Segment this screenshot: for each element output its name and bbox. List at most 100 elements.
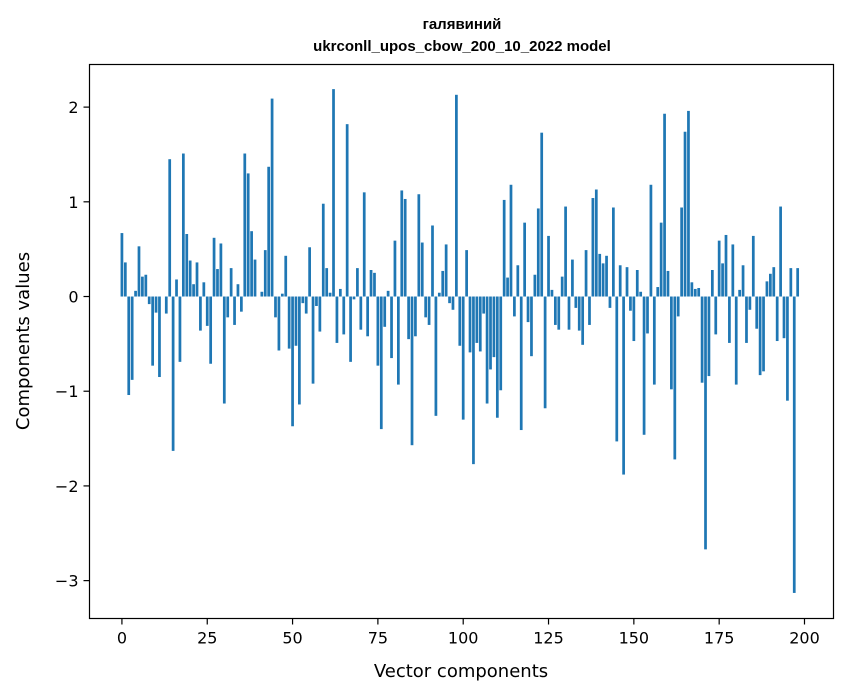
bar-89 [424, 296, 428, 318]
bar-83 [403, 198, 407, 297]
bar-197 [792, 296, 796, 593]
bar-series [120, 89, 800, 593]
y-tick-label: −3 [55, 572, 79, 591]
bar-93 [437, 292, 441, 297]
bar-126 [550, 289, 554, 297]
bar-73 [369, 270, 373, 297]
bar-96 [448, 296, 451, 304]
bar-82 [400, 190, 404, 297]
bar-104 [475, 296, 479, 343]
y-tick-label: −2 [55, 477, 79, 496]
bar-25 [205, 296, 209, 326]
bar-23 [199, 296, 202, 331]
bar-198 [796, 268, 800, 297]
bar-151 [635, 270, 639, 297]
bar-158 [659, 222, 663, 297]
chart-title: галявиний [423, 16, 502, 33]
bar-38 [250, 231, 253, 297]
bar-160 [666, 270, 670, 297]
bar-152 [639, 291, 643, 297]
bar-24 [202, 282, 206, 297]
bar-183 [745, 296, 748, 343]
bar-103 [472, 296, 475, 465]
bar-37 [246, 173, 250, 297]
bar-70 [359, 296, 363, 330]
bar-133 [574, 296, 578, 308]
bar-34 [236, 284, 240, 297]
bar-59 [321, 203, 325, 297]
bar-141 [601, 263, 605, 297]
bar-170 [700, 296, 704, 383]
bar-122 [536, 208, 540, 297]
bar-115 [513, 296, 516, 317]
x-axis-label: Vector components [374, 661, 548, 682]
bar-36 [243, 153, 247, 297]
bar-4 [134, 290, 137, 297]
bar-110 [495, 296, 499, 418]
bar-39 [253, 259, 257, 297]
bar-137 [588, 296, 591, 325]
bar-106 [482, 296, 486, 314]
bar-140 [598, 253, 602, 297]
bar-55 [308, 247, 311, 297]
bar-15 [171, 296, 175, 451]
bar-101 [465, 250, 468, 297]
bar-177 [724, 234, 728, 297]
bar-182 [741, 265, 745, 297]
bar-192 [775, 296, 779, 342]
chart-subtitle: ukrconll_upos_cbow_200_10_2022 model [313, 38, 611, 55]
bar-195 [786, 296, 789, 401]
bar-31 [226, 296, 230, 318]
bar-13 [164, 296, 168, 314]
bar-30 [222, 296, 226, 404]
bar-17 [178, 296, 182, 362]
bar-48 [284, 255, 288, 297]
bar-191 [772, 267, 776, 297]
bar-139 [594, 189, 598, 297]
bar-35 [240, 296, 243, 312]
bar-11 [158, 296, 161, 378]
bar-86 [414, 296, 417, 337]
x-tick-label: 100 [448, 629, 479, 648]
bar-164 [680, 207, 683, 297]
bar-138 [591, 198, 595, 297]
bar-43 [267, 166, 271, 297]
bar-181 [738, 289, 742, 297]
bar-46 [277, 296, 281, 351]
bar-108 [489, 296, 492, 370]
bar-172 [707, 296, 711, 377]
x-tick-label: 25 [197, 629, 217, 648]
bar-128 [557, 296, 561, 330]
bar-118 [523, 222, 526, 297]
bar-22 [195, 262, 199, 297]
bar-117 [519, 296, 523, 431]
bar-61 [328, 292, 332, 297]
bar-144 [612, 207, 615, 297]
bar-159 [663, 113, 666, 297]
bar-7 [144, 274, 148, 297]
bar-49 [287, 296, 291, 349]
bar-178 [728, 296, 731, 343]
bar-60 [325, 268, 329, 297]
bar-77 [383, 296, 387, 327]
bar-56 [311, 296, 315, 384]
bar-90 [427, 296, 431, 325]
bar-169 [697, 287, 701, 297]
bar-121 [533, 274, 537, 297]
bar-54 [304, 296, 308, 314]
x-tick-label: 125 [533, 629, 564, 648]
bar-185 [751, 235, 755, 297]
bar-187 [758, 296, 762, 376]
y-tick-label: 2 [68, 98, 78, 117]
x-tick-label: 75 [368, 629, 388, 648]
bar-5 [137, 246, 141, 297]
bar-50 [291, 296, 294, 427]
y-tick-label: −1 [55, 382, 79, 401]
bar-8 [147, 296, 151, 305]
bar-95 [444, 244, 448, 297]
bar-28 [216, 269, 219, 297]
bar-194 [782, 296, 786, 339]
bar-18 [181, 153, 185, 297]
y-tick-label: 1 [68, 193, 78, 212]
